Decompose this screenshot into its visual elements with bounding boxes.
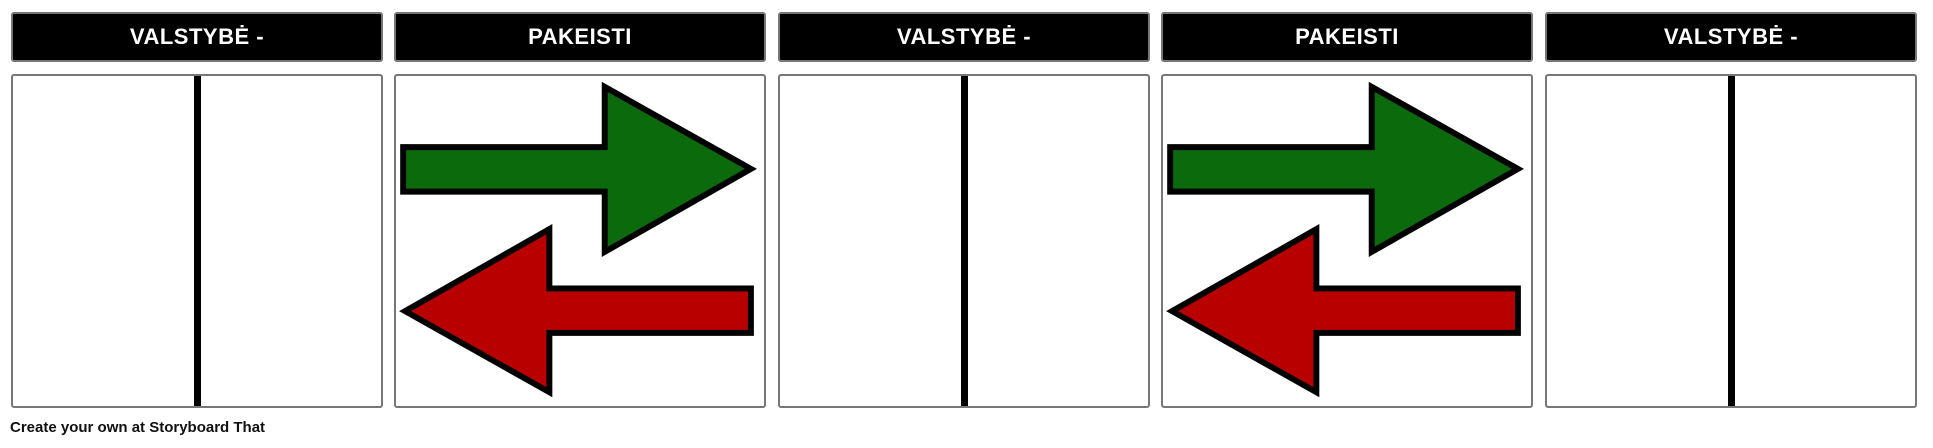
panel-title[interactable]: VALSTYBĖ - [11,12,383,62]
panel-state-1: VALSTYBĖ - [11,0,383,420]
panel-change-2: PAKEISTI [1161,0,1533,420]
panel-cell[interactable] [394,74,766,408]
divider-line [961,76,968,406]
footer-credit[interactable]: Create your own at Storyboard That [10,419,266,436]
panel-change-1: PAKEISTI [394,0,766,420]
panel-title[interactable]: PAKEISTI [394,12,766,62]
panel-state-2: VALSTYBĖ - [778,0,1150,420]
panel-cell[interactable] [778,74,1150,408]
panel-title[interactable]: PAKEISTI [1161,12,1533,62]
right-arrow-icon [1167,81,1524,257]
right-arrow-icon [400,81,757,257]
panel-cell[interactable] [1161,74,1533,408]
divider-line [1728,76,1735,406]
panel-cell[interactable] [1545,74,1917,408]
arrows-graphic [1166,81,1524,398]
arrows-graphic [399,81,757,398]
left-arrow-icon [399,224,754,398]
panel-cell[interactable] [11,74,383,408]
panel-title[interactable]: VALSTYBĖ - [1545,12,1917,62]
panel-state-3: VALSTYBĖ - [1545,0,1917,420]
divider-line [194,76,201,406]
panel-title[interactable]: VALSTYBĖ - [778,12,1150,62]
left-arrow-icon [1166,224,1521,398]
